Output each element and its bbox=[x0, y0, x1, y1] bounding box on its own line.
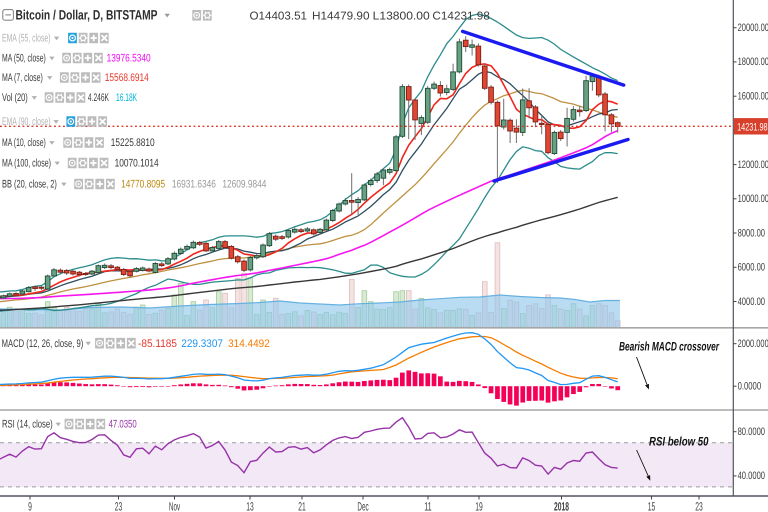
svg-text:12609.9844: 12609.9844 bbox=[222, 179, 266, 191]
svg-text:10070.1014: 10070.1014 bbox=[115, 158, 159, 170]
svg-text:Bearish MACD crossover: Bearish MACD crossover bbox=[619, 340, 720, 354]
svg-text:15568.6914: 15568.6914 bbox=[105, 72, 149, 84]
svg-text:Bitcoin / Dollar, D, BITSTAMP: Bitcoin / Dollar, D, BITSTAMP bbox=[16, 8, 158, 23]
svg-text:C14231.98: C14231.98 bbox=[432, 10, 490, 22]
svg-text:RSI below 50: RSI below 50 bbox=[649, 435, 709, 449]
svg-text:MA (100, close): MA (100, close) bbox=[2, 158, 51, 170]
svg-text:314.4492: 314.4492 bbox=[228, 338, 270, 350]
svg-text:47.0350: 47.0350 bbox=[109, 419, 137, 431]
svg-text:14231.98: 14231.98 bbox=[737, 121, 768, 133]
svg-text:40.0000: 40.0000 bbox=[738, 470, 765, 482]
svg-text:12000.00: 12000.00 bbox=[738, 159, 768, 171]
svg-text:-85.1185: -85.1185 bbox=[138, 338, 177, 350]
svg-text:MA (10, close): MA (10, close) bbox=[2, 137, 46, 149]
svg-text:229.3307: 229.3307 bbox=[181, 338, 223, 350]
svg-text:13976.5340: 13976.5340 bbox=[107, 53, 151, 65]
svg-text:21: 21 bbox=[298, 499, 306, 512]
svg-text:2000.0000: 2000.0000 bbox=[738, 338, 768, 350]
svg-text:23: 23 bbox=[115, 499, 123, 512]
svg-text:14770.8095: 14770.8095 bbox=[121, 179, 165, 191]
svg-text:L13800.00: L13800.00 bbox=[373, 10, 430, 22]
svg-text:13: 13 bbox=[246, 499, 254, 512]
svg-text:18000.00: 18000.00 bbox=[738, 56, 768, 68]
svg-text:23: 23 bbox=[695, 499, 703, 512]
svg-text:16.18K: 16.18K bbox=[116, 92, 137, 104]
svg-text:9: 9 bbox=[28, 499, 32, 512]
svg-text:2018: 2018 bbox=[554, 499, 569, 512]
svg-text:8000.00: 8000.00 bbox=[738, 227, 765, 239]
svg-text:MA (50, close): MA (50, close) bbox=[2, 53, 46, 65]
svg-text:Vol (20): Vol (20) bbox=[2, 92, 28, 104]
svg-text:20000.00: 20000.00 bbox=[738, 22, 768, 34]
svg-text:11: 11 bbox=[424, 499, 432, 512]
svg-text:16000.00: 16000.00 bbox=[738, 91, 768, 103]
svg-text:BB (20, close, 2): BB (20, close, 2) bbox=[2, 179, 57, 191]
svg-text:4.246K: 4.246K bbox=[88, 92, 109, 104]
svg-text:10000.00: 10000.00 bbox=[738, 193, 768, 205]
svg-text:RSI (14, close): RSI (14, close) bbox=[2, 419, 53, 431]
svg-text:Nov: Nov bbox=[169, 499, 180, 512]
svg-text:4000.00: 4000.00 bbox=[738, 296, 765, 308]
svg-text:O14403.51: O14403.51 bbox=[250, 10, 308, 22]
svg-text:MACD (12, 26, close, 9): MACD (12, 26, close, 9) bbox=[2, 338, 84, 350]
svg-text:80.0000: 80.0000 bbox=[738, 426, 765, 438]
svg-text:H14479.90: H14479.90 bbox=[312, 10, 370, 22]
svg-text:6000.00: 6000.00 bbox=[738, 262, 765, 274]
svg-text:0.0000: 0.0000 bbox=[738, 381, 762, 393]
svg-text:15225.8810: 15225.8810 bbox=[111, 137, 155, 149]
svg-text:16931.6346: 16931.6346 bbox=[172, 179, 216, 191]
svg-text:19: 19 bbox=[475, 499, 483, 512]
svg-text:MA (7, close): MA (7, close) bbox=[2, 72, 43, 84]
svg-text:Dec: Dec bbox=[357, 499, 368, 512]
svg-text:EMA (55, close): EMA (55, close) bbox=[2, 33, 51, 45]
svg-text:EMA (90, close): EMA (90, close) bbox=[2, 116, 51, 128]
svg-text:15: 15 bbox=[648, 499, 656, 512]
